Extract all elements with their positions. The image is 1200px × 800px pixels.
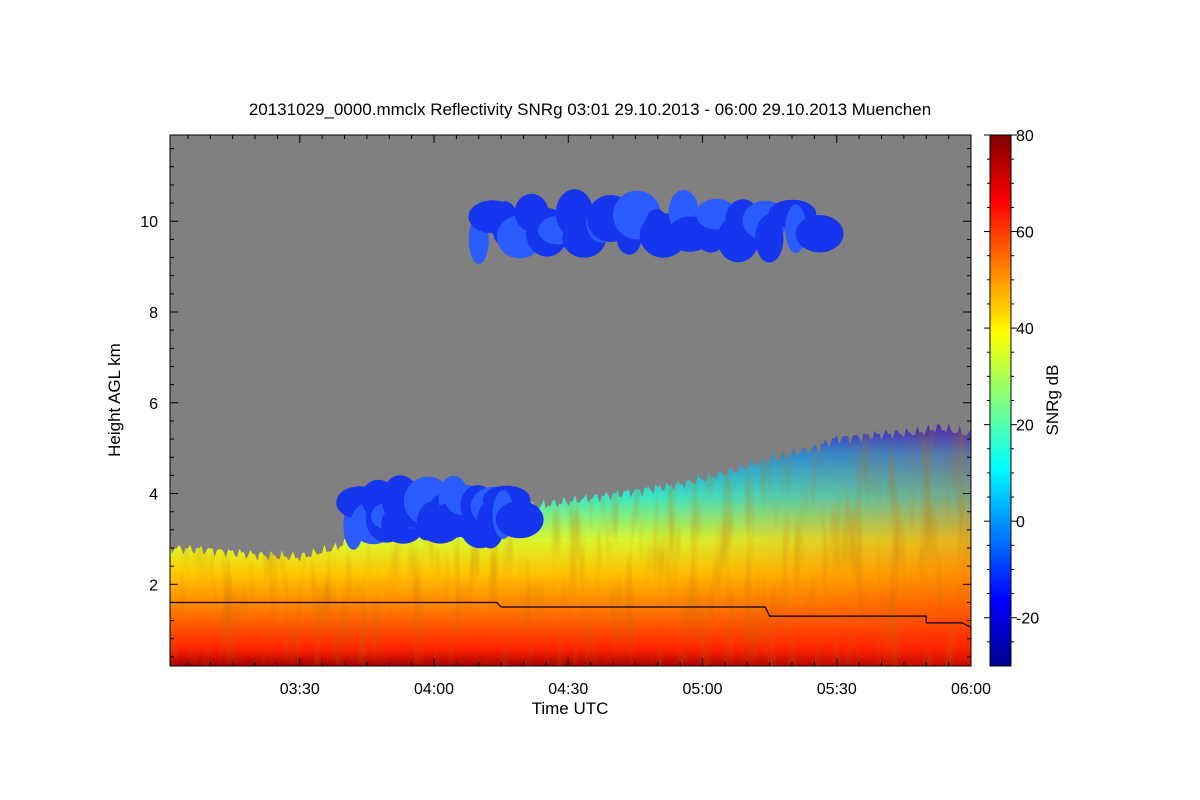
colorbar-tick-label: 20 <box>1016 418 1034 435</box>
x-tick-label: 04:30 <box>548 681 588 698</box>
colorbar-tick-label: 40 <box>1016 321 1034 338</box>
chart-title: 20131029_0000.mmclx Reflectivity SNRg 03… <box>249 100 931 119</box>
echo-texture <box>170 423 971 666</box>
x-axis: 03:30 04:00 04:30 05:00 05:30 06:00 <box>187 135 991 698</box>
boundary-layer-line <box>170 601 971 628</box>
x-axis-label: Time UTC <box>532 699 609 718</box>
upper-cloud-layer <box>468 189 844 264</box>
colorbar-tick-label: 0 <box>1016 514 1025 531</box>
mid-cloud-layer <box>336 475 544 550</box>
y-tick-label: 2 <box>149 577 158 594</box>
y-tick-label: 10 <box>140 214 158 231</box>
x-tick-label: 06:00 <box>951 681 991 698</box>
colorbar-tick-label: -20 <box>1016 611 1039 628</box>
cloud-cell <box>755 214 784 263</box>
y-tick-label: 8 <box>149 305 158 322</box>
y-axis-label: Height AGL km <box>105 343 124 457</box>
colorbar-tick-label: 60 <box>1016 225 1034 242</box>
x-tick-label: 03:30 <box>280 681 320 698</box>
plot-frame <box>169 134 972 667</box>
cloud-cell <box>795 215 844 253</box>
colorbar: -20 0 20 40 60 80 SNRg dB <box>984 128 1062 667</box>
plot-area <box>170 135 971 666</box>
x-tick-label: 04:00 <box>414 681 454 698</box>
x-tick-label: 05:30 <box>817 681 857 698</box>
y-axis: 2 4 6 8 10 <box>140 148 971 658</box>
colorbar-tick-label: 80 <box>1016 128 1034 145</box>
x-tick-label: 05:00 <box>682 681 722 698</box>
colorbar-label: SNRg dB <box>1043 365 1062 436</box>
y-tick-label: 6 <box>149 396 158 413</box>
colorbar-scale <box>989 134 1012 667</box>
y-tick-label: 4 <box>149 487 158 504</box>
cloud-cell <box>495 500 544 539</box>
